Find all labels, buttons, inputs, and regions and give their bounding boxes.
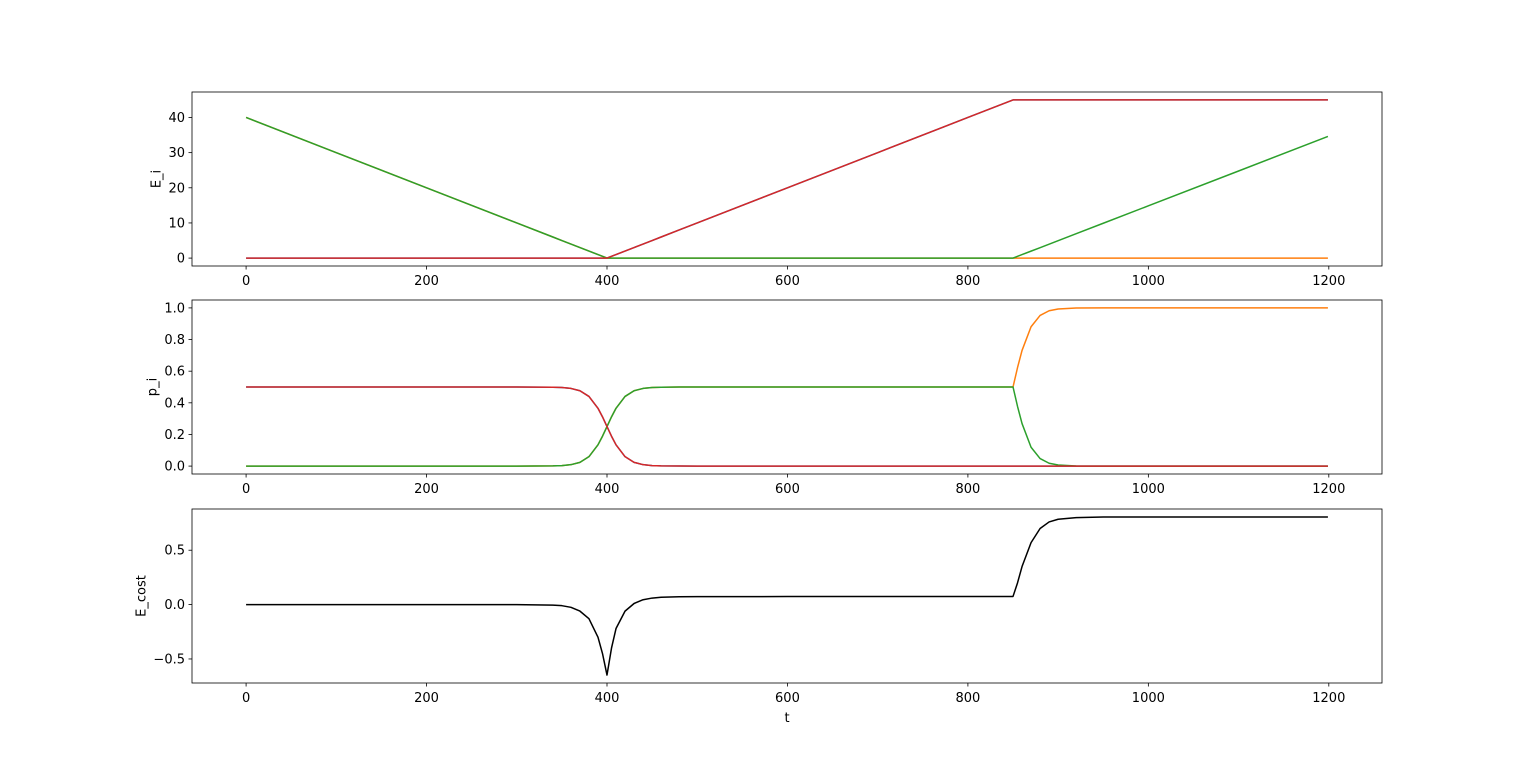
x-tick-label: 800	[955, 691, 980, 706]
x-tick-label: 600	[775, 482, 800, 497]
y-tick-label: 1.0	[164, 301, 185, 316]
x-tick-label: 1200	[1312, 274, 1345, 289]
y-axis-label: E_i	[149, 170, 164, 188]
data-line	[246, 516, 1328, 676]
y-tick-label: −0.5	[153, 652, 185, 667]
x-tick-label: 800	[955, 274, 980, 289]
y-tick-label: 0.2	[164, 428, 185, 443]
x-tick-label: 800	[955, 482, 980, 497]
y-tick-label: 0.5	[164, 544, 185, 559]
x-tick-label: 1200	[1312, 691, 1345, 706]
y-tick-label: 0.6	[164, 365, 185, 380]
y-tick-label: 20	[168, 181, 185, 196]
x-tick-label: 600	[775, 691, 800, 706]
x-tick-label: 0	[242, 482, 250, 497]
x-tick-label: 1000	[1132, 691, 1165, 706]
y-tick-label: 0.4	[164, 396, 185, 411]
y-tick-label: 10	[168, 216, 185, 231]
y-axis-label: E_cost	[134, 575, 149, 617]
y-tick-label: 40	[168, 111, 185, 126]
x-tick-label: 0	[242, 691, 250, 706]
data-line	[246, 386, 1328, 467]
axes-frame	[191, 508, 1383, 684]
data-line	[246, 99, 1328, 259]
y-tick-label: 0.8	[164, 333, 185, 348]
plot-area	[246, 307, 1328, 467]
plot-area	[246, 516, 1328, 676]
x-tick-label: 400	[595, 274, 620, 289]
x-tick-label: 200	[414, 482, 439, 497]
y-tick-label: 0.0	[164, 598, 185, 613]
data-line	[246, 386, 1328, 467]
data-line	[246, 99, 1328, 259]
x-tick-label: 1200	[1312, 482, 1345, 497]
x-axis-label: t	[784, 711, 789, 726]
x-tick-label: 1000	[1132, 274, 1165, 289]
x-tick-label: 200	[414, 274, 439, 289]
x-tick-label: 200	[414, 691, 439, 706]
x-tick-label: 400	[595, 691, 620, 706]
y-tick-label: 0.0	[164, 460, 185, 475]
x-tick-label: 0	[242, 274, 250, 289]
y-axis-label: p_i	[145, 378, 160, 396]
axes-frame	[191, 91, 1383, 267]
axes-frame	[191, 299, 1383, 475]
plot-area	[245, 99, 1329, 259]
x-tick-label: 400	[595, 482, 620, 497]
y-tick-label: 0	[177, 252, 185, 267]
x-tick-label: 600	[775, 274, 800, 289]
data-line	[246, 386, 1328, 467]
y-tick-label: 30	[168, 146, 185, 161]
data-line	[245, 116, 1329, 259]
x-tick-label: 1000	[1132, 482, 1165, 497]
